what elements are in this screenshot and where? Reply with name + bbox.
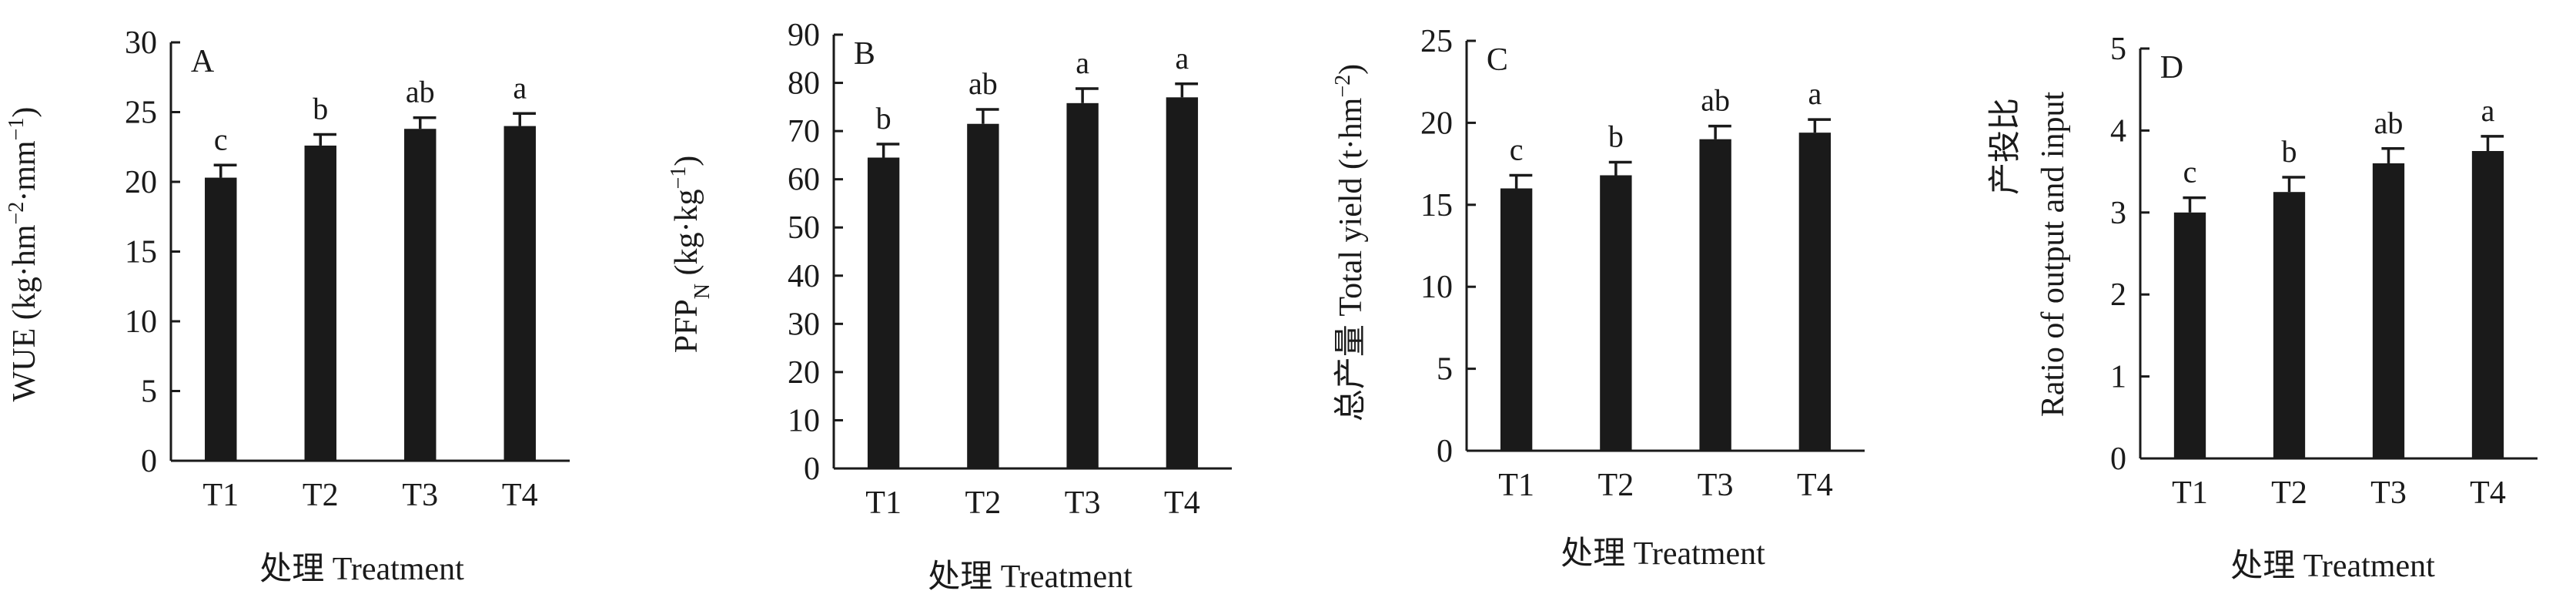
y-tick-label: 0 (1437, 434, 1453, 469)
y-tick-label: 10 (125, 304, 157, 340)
bar-t1 (867, 157, 900, 468)
x-tick-label: T3 (402, 478, 438, 513)
x-axis-label: 处理 Treatment (1561, 536, 1765, 572)
y-tick-label: 30 (125, 25, 157, 61)
y-tick-label: 10 (788, 403, 820, 438)
bar-t4 (503, 126, 536, 461)
x-tick-label: T4 (502, 478, 538, 513)
significance-letter: a (1175, 41, 1189, 76)
x-axis-label: 处理 Treatment (259, 552, 464, 587)
bar-t4 (1798, 133, 1832, 451)
x-tick-label: T3 (2370, 475, 2407, 511)
x-tick-label: T2 (303, 478, 339, 513)
chart-panel-b: 0 10 20 30 40 50 60 70 80 90 b T1 ab T2 a T3 a T4 B 处理 Trea… (667, 18, 1232, 595)
significance-letter: a (2481, 93, 2495, 128)
y-tick-label: 5 (2110, 32, 2126, 67)
x-tick-label: T1 (202, 478, 239, 513)
x-axis-label: 处理 Treatment (2230, 549, 2435, 584)
x-tick-label: T2 (2271, 475, 2307, 511)
bar-t2 (967, 123, 999, 468)
bar-t3 (2372, 163, 2405, 458)
y-tick-label: 4 (2110, 113, 2126, 149)
bar-t4 (1166, 97, 1199, 469)
significance-letter: ab (406, 75, 435, 109)
y-axis-label: 总产量 Total yield (t·hm−2) (1331, 64, 1370, 421)
significance-letter: b (876, 101, 892, 136)
x-tick-label: T1 (865, 485, 902, 521)
y-tick-label: 20 (1420, 106, 1453, 141)
x-tick-label: T3 (1065, 485, 1101, 521)
y-tick-label: 30 (788, 307, 820, 342)
chart-panel-c: 0 5 10 15 20 25 c T1 b T2 ab T3 a T4 C 处理 Treatment 总产量 … (1331, 24, 1865, 572)
x-axis-label: 处理 Treatment (928, 559, 1132, 595)
chart-panel-d: 0 1 2 3 4 5 c T1 b T2 ab T3 a T4 D 处理 Treatment 产投比 Ratio… (1988, 32, 2538, 584)
bar-t1 (1500, 188, 1533, 451)
significance-letter: b (2282, 134, 2297, 169)
significance-letter: b (313, 91, 328, 126)
bar-t3 (1066, 102, 1099, 468)
significance-letter: c (1510, 132, 1524, 166)
panel-label: B (854, 36, 875, 72)
x-tick-label: T1 (1498, 468, 1534, 503)
bar-t3 (404, 129, 437, 461)
panel-label: A (191, 44, 215, 79)
significance-letter: c (214, 122, 228, 156)
y-tick-label: 60 (788, 163, 820, 198)
y-tick-label: 25 (125, 96, 157, 131)
y-tick-label: 15 (1420, 188, 1453, 223)
x-tick-label: T4 (1797, 468, 1833, 503)
significance-letter: ab (2374, 106, 2404, 140)
bar-t2 (1600, 175, 1632, 451)
y-tick-label: 50 (788, 210, 820, 246)
x-tick-label: T2 (1598, 468, 1634, 503)
panel-label: C (1487, 42, 1508, 78)
bar-t1 (2173, 212, 2206, 458)
y-tick-label: 70 (788, 114, 820, 149)
y-tick-label: 10 (1420, 270, 1453, 305)
bar-t2 (2273, 192, 2306, 458)
y-tick-label: 5 (1437, 352, 1453, 388)
bar-t2 (304, 145, 336, 461)
y-axis-label: WUE (kg·hm−2·mm−1) (5, 107, 43, 402)
y-tick-label: 15 (125, 235, 157, 270)
significance-letter: b (1608, 119, 1624, 153)
y-tick-label: 20 (125, 165, 157, 200)
y-tick-label: 90 (788, 18, 820, 53)
y-tick-label: 1 (2110, 360, 2126, 395)
significance-letter: a (1808, 76, 1822, 111)
bar-t1 (205, 177, 237, 461)
y-tick-label: 0 (2110, 441, 2126, 477)
y-tick-label: 5 (141, 374, 157, 410)
y-tick-label: 3 (2110, 196, 2126, 231)
significance-letter: ab (1701, 83, 1730, 118)
significance-letter: ab (969, 66, 998, 101)
y-axis-label: PFPN (kg·kg−1) (667, 156, 714, 354)
bar-t3 (1699, 139, 1731, 451)
significance-letter: a (1076, 45, 1089, 80)
x-tick-label: T1 (2172, 475, 2208, 511)
x-tick-label: T4 (1164, 485, 1200, 521)
y-axis-label: Ratio of output and input (2036, 92, 2071, 418)
y-tick-label: 0 (804, 452, 820, 487)
x-tick-label: T2 (965, 485, 1002, 521)
y-tick-label: 80 (788, 66, 820, 102)
x-tick-label: T3 (1698, 468, 1734, 503)
panel-label: D (2160, 50, 2183, 86)
significance-letter: a (513, 70, 527, 105)
chart-panel-a: 0 5 10 15 20 25 30 c T1 b T2 ab T3 a T4 A 处理 Treatment WU… (5, 25, 570, 587)
y-tick-label: 2 (2110, 277, 2126, 313)
y-tick-label: 0 (141, 444, 157, 479)
x-tick-label: T4 (2470, 475, 2506, 511)
bar-t4 (2471, 151, 2504, 458)
y-axis-label-cn: 产投比 (1988, 98, 2023, 195)
y-tick-label: 40 (788, 259, 820, 294)
y-tick-label: 25 (1420, 24, 1453, 59)
y-tick-label: 20 (788, 355, 820, 391)
significance-letter: c (2183, 155, 2197, 190)
